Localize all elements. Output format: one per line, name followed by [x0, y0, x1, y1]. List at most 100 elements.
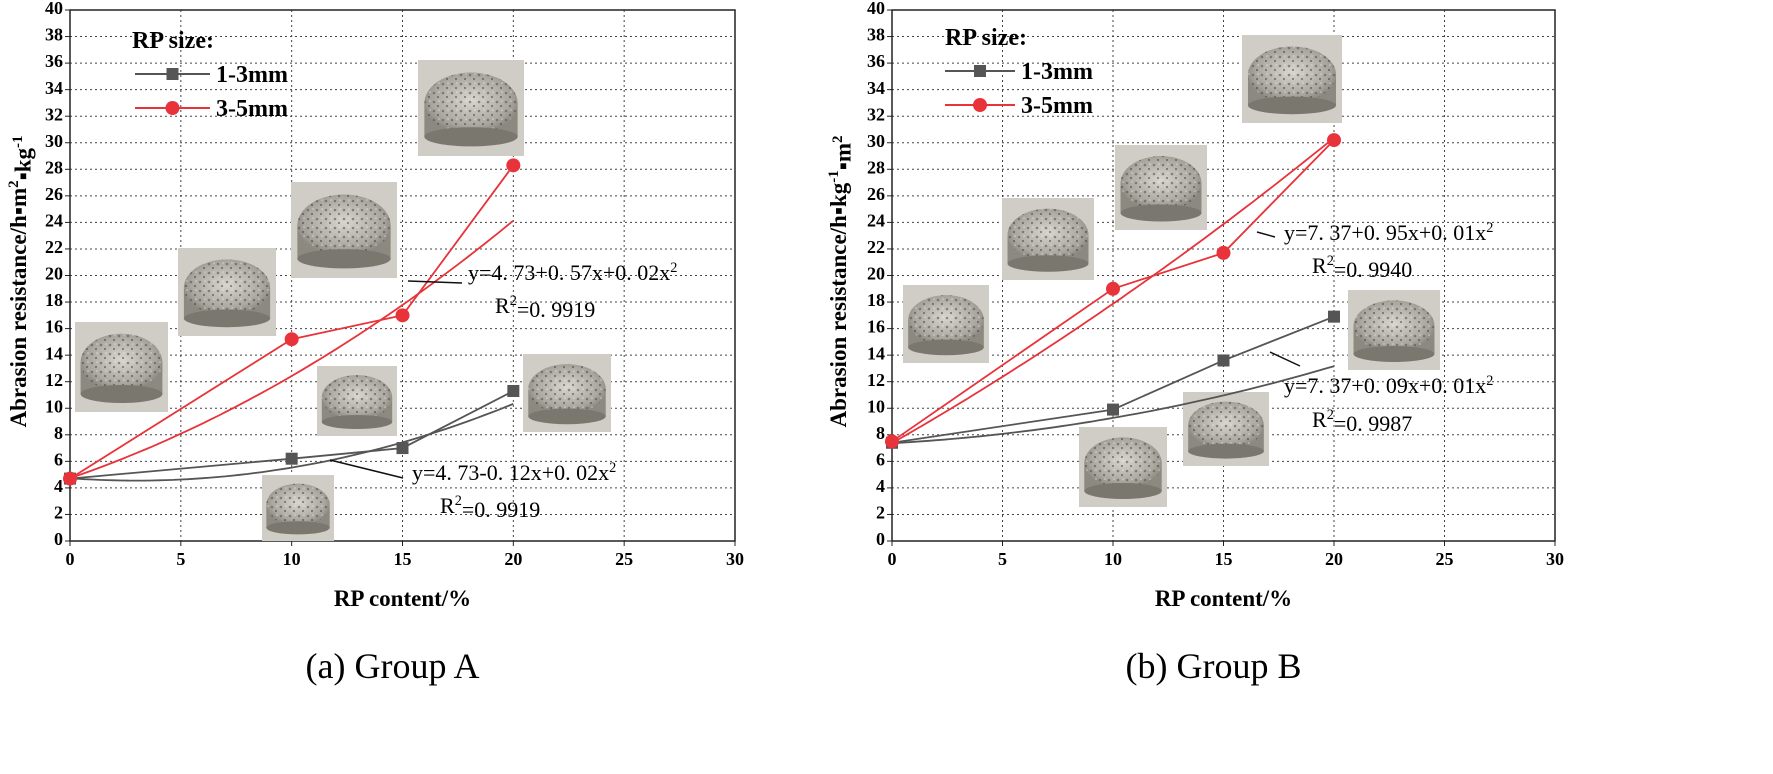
photo-speck — [266, 483, 330, 526]
plot-frame — [69, 9, 736, 542]
superscript: 2 — [455, 493, 462, 509]
text-part: ▪kg — [10, 147, 35, 180]
photo-bottom — [528, 408, 606, 425]
y-axis-label: Abrasion resistance/h▪kg-1▪m2 — [826, 135, 856, 427]
photo-bottom — [266, 521, 330, 535]
y-tick-label: 24 — [45, 211, 63, 231]
marker — [506, 158, 521, 173]
y-tick-label: 28 — [867, 157, 885, 177]
y-tick-label: 20 — [867, 264, 885, 284]
specimen-photo — [523, 354, 611, 432]
y-tick-label: 4 — [876, 476, 885, 496]
text-part: =0. 9919 — [517, 297, 595, 322]
data-line — [69, 390, 514, 480]
photo-speck — [1188, 401, 1264, 449]
specimen-photo — [291, 182, 397, 278]
y-tick-label: 16 — [867, 317, 885, 337]
y-tick-label: 4 — [54, 476, 63, 496]
y-tick-label: 36 — [867, 51, 885, 71]
leader-line — [407, 280, 463, 284]
fit-equation: y=4. 73-0. 12x+0. 02x2 — [412, 460, 616, 485]
photo-speck — [321, 375, 393, 420]
y-tick-label: 2 — [876, 503, 885, 523]
y-tick-label: 40 — [867, 0, 885, 18]
photo-bottom — [80, 385, 163, 403]
specimen-photo — [418, 60, 524, 156]
x-tick-label: 5 — [998, 549, 1007, 569]
text-part: y=4. 73-0. 12x+0. 02x — [412, 460, 609, 485]
y-tick-label: 14 — [45, 343, 63, 363]
photo-speck — [1120, 156, 1202, 211]
x-axis-label: RP content/% — [1155, 586, 1292, 611]
specimen-photo — [1348, 290, 1440, 370]
y-tick-label: 18 — [45, 290, 63, 310]
data-line — [891, 315, 1335, 444]
marker — [1328, 310, 1340, 323]
fit-curve — [891, 137, 1335, 444]
y-tick-label: 18 — [867, 290, 885, 310]
fit-equation: y=7. 37+0. 95x+0. 01x2 — [1284, 220, 1493, 245]
y-tick-label: 32 — [45, 104, 63, 124]
photo-speck — [528, 364, 606, 415]
text-part: R — [1312, 407, 1327, 432]
photo-bottom — [1007, 255, 1089, 272]
fit-curve — [891, 365, 1335, 445]
x-tick-label: 30 — [726, 549, 744, 569]
specimen-photo — [1183, 392, 1269, 466]
photo-speck — [1248, 46, 1336, 103]
y-tick-label: 32 — [867, 104, 885, 124]
y-tick-label: 2 — [54, 503, 63, 523]
y-tick-label: 26 — [867, 184, 885, 204]
text-part: Abrasion resistance/h▪m — [6, 188, 31, 428]
legend-marker — [974, 65, 986, 77]
x-tick-label: 0 — [66, 549, 75, 569]
fit-equation: y=7. 37+0. 09x+0. 01x2 — [1284, 373, 1493, 398]
specimen-photo — [317, 366, 397, 436]
marker — [284, 332, 299, 347]
photo-speck — [183, 259, 271, 316]
y-tick-label: 8 — [876, 423, 885, 443]
x-tick-label: 25 — [1436, 549, 1454, 569]
legend-title: RP size: — [132, 28, 214, 54]
y-tick-label: 0 — [876, 529, 885, 549]
photo-bottom — [321, 415, 393, 429]
marker — [63, 471, 77, 486]
x-tick-label: 10 — [283, 549, 301, 569]
y-tick-label: 10 — [867, 396, 885, 416]
x-tick-label: 30 — [1546, 549, 1564, 569]
y-tick-label: 10 — [45, 396, 63, 416]
marker — [1107, 403, 1119, 416]
caption: (a) Group A — [306, 646, 480, 686]
specimen-photo — [1079, 427, 1167, 507]
y-tick-label: 14 — [867, 343, 885, 363]
photo-speck — [424, 72, 518, 134]
leader-line — [1256, 231, 1276, 238]
y-tick-label: 6 — [54, 449, 63, 469]
text-part: y=7. 37+0. 09x+0. 01x — [1284, 373, 1486, 398]
y-tick-label: 36 — [45, 51, 63, 71]
specimen-photo — [178, 248, 276, 336]
marker — [507, 384, 520, 397]
photo-speck — [908, 295, 984, 346]
specimen-photo — [1002, 198, 1094, 280]
fit-curve — [69, 403, 514, 482]
specimen-photo — [75, 322, 168, 412]
photo-bottom — [1188, 443, 1264, 459]
y-tick-label: 16 — [45, 317, 63, 337]
marker — [1327, 133, 1341, 148]
marker — [396, 442, 409, 455]
superscript: 2 — [1327, 253, 1334, 269]
text-part: =0. 9940 — [1334, 257, 1412, 282]
text-part: y=4. 73+0. 57x+0. 02x — [468, 260, 670, 285]
y-tick-label: 26 — [45, 184, 63, 204]
superscript: 2 — [1327, 407, 1334, 423]
leader-line — [1269, 351, 1301, 367]
legend-label: 3-5mm — [216, 96, 288, 122]
y-tick-label: 24 — [867, 211, 885, 231]
text-part: =0. 9919 — [462, 497, 540, 522]
y-tick-label: 12 — [867, 370, 885, 390]
x-axis-label: RP content/% — [334, 586, 471, 611]
marker — [1106, 281, 1120, 296]
